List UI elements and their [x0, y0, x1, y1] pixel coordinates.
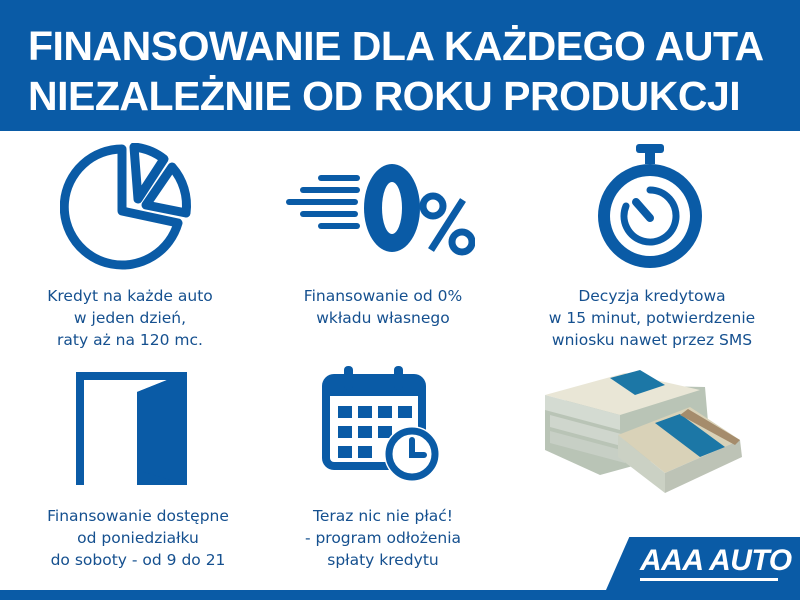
caption-line: w 15 minut, potwierdzenie	[548, 309, 756, 327]
caption-line: wkładu własnego	[316, 309, 450, 327]
feature-caption-zero-down: Finansowanie od 0% wkładu własnego	[253, 285, 513, 329]
caption-line: - program odłożenia	[304, 529, 462, 547]
banknotes-image	[545, 370, 742, 493]
logo-background	[606, 537, 800, 590]
caption-line: Teraz nic nie płać!	[313, 507, 453, 525]
logo-underline	[640, 578, 778, 581]
bottom-bar	[0, 590, 800, 600]
calendar-clock-icon	[322, 366, 440, 482]
feature-caption-hours: Finansowanie dostępne od poniedziałku do…	[8, 505, 268, 571]
feature-caption-deferral: Teraz nic nie płać! - program odłożenia …	[253, 505, 513, 571]
header-banner: FINANSOWANIE DLA KAŻDEGO AUTA NIEZALEŻNI…	[0, 0, 800, 131]
pie-chart-icon	[60, 143, 191, 270]
zero-percent-icon	[286, 164, 475, 256]
feature-caption-credit: Kredyt na każde auto w jeden dzień, raty…	[0, 285, 260, 351]
aaa-auto-logo: AAA AUTO	[640, 544, 792, 577]
caption-line: spłaty kredytu	[327, 551, 439, 569]
caption-line: Finansowanie od 0%	[303, 287, 463, 305]
caption-line: raty aż na 120 mc.	[57, 331, 203, 349]
caption-line: od poniedziałku	[77, 529, 199, 547]
headline-line-2: NIEZALEŻNIE OD ROKU PRODUKCJI	[28, 73, 741, 119]
caption-line: w jeden dzień,	[73, 309, 187, 327]
caption-line: do soboty - od 9 do 21	[50, 551, 226, 569]
caption-line: Finansowanie dostępne	[47, 507, 229, 525]
caption-line: wniosku nawet przez SMS	[551, 331, 753, 349]
caption-line: Kredyt na każde auto	[47, 287, 213, 305]
feature-caption-decision: Decyzja kredytowa w 15 minut, potwierdze…	[522, 285, 782, 351]
door-icon	[76, 372, 187, 485]
caption-line: Decyzja kredytowa	[578, 287, 726, 305]
stopwatch-icon	[598, 144, 702, 268]
headline-line-1: FINANSOWANIE DLA KAŻDEGO AUTA	[28, 23, 764, 69]
